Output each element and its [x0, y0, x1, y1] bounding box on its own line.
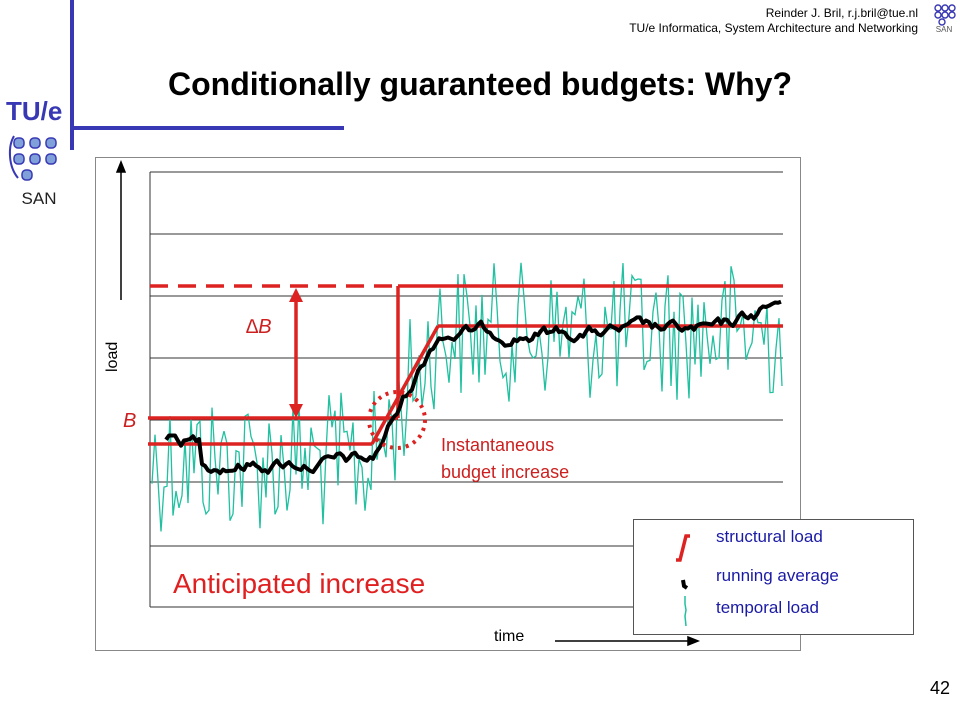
affiliation-line: TU/e Informatica, System Architecture an…	[629, 21, 918, 35]
x-axis-label: time	[494, 628, 525, 645]
slide-header: Reinder J. Bril, r.j.bril@tue.nl TU/e In…	[629, 6, 918, 36]
legend-temporal-swatch	[684, 596, 687, 627]
logo-horizontal-bar	[70, 126, 344, 130]
author-line: Reinder J. Bril, r.j.bril@tue.nl	[765, 6, 918, 20]
logo-vertical-bar	[70, 0, 74, 150]
delta-b-arrowhead-down	[289, 404, 303, 418]
axis-arrows	[115, 159, 701, 647]
instantaneous-line-1: Instantaneous	[441, 435, 555, 455]
legend-symbols	[676, 534, 690, 627]
temporal-load-line	[151, 262, 783, 532]
legend-structural-label: structural load	[716, 527, 823, 546]
y-axis-arrowhead	[115, 159, 127, 173]
chart-grid	[149, 171, 783, 608]
running-average-line	[164, 299, 782, 476]
legend-structural-swatch	[676, 534, 690, 562]
increase-highlight-circle	[367, 390, 427, 450]
legend-running-label: running average	[716, 566, 839, 585]
structural-ramp-line	[370, 325, 440, 445]
tue-logo-text: TU/e	[6, 96, 62, 126]
legend-running-swatch	[681, 579, 689, 590]
x-axis-arrowhead	[687, 635, 701, 647]
legend-temporal-label: temporal load	[716, 598, 820, 617]
san-logo-text: SAN	[22, 189, 57, 208]
delta-b-arrowhead-up	[289, 288, 303, 302]
san-logo-small: SAN	[934, 4, 956, 34]
budget-lines	[148, 284, 783, 446]
slide-title: Conditionally guaranteed budgets: Why?	[168, 66, 792, 102]
page-number: 42	[930, 678, 951, 698]
tue-logo: TU/e SAN	[6, 96, 62, 208]
svg-text:SAN: SAN	[936, 25, 953, 34]
instantaneous-increase-label: Instantaneous budget increase	[441, 432, 569, 486]
delta-budget-label: ∆B	[246, 316, 272, 338]
y-axis-label: load	[104, 341, 121, 372]
chart-legend: structural load running average temporal…	[633, 519, 914, 635]
instantaneous-line-2: budget increase	[441, 462, 570, 482]
anticipated-increase-label: Anticipated increase	[173, 568, 426, 599]
budget-label: B	[123, 410, 137, 432]
chart-frame	[95, 157, 801, 651]
